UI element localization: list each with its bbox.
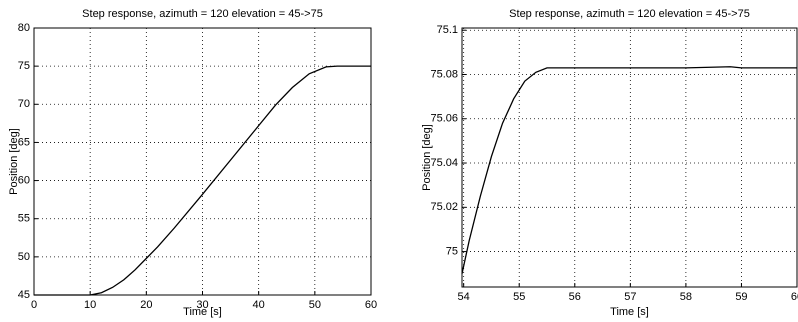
x-tick-label: 58 — [680, 291, 692, 303]
data-line — [461, 66, 797, 274]
x-tick-label: 10 — [84, 299, 96, 311]
y-tick-label: 80 — [18, 22, 30, 34]
chart-title: Step response, azimuth = 120 elevation =… — [82, 8, 323, 20]
y-axis-label: Position [deg] — [421, 124, 433, 191]
y-tick-label: 70 — [18, 98, 30, 110]
x-axis-label: Time [s] — [610, 306, 649, 318]
chart-title: Step response, azimuth = 120 elevation =… — [509, 8, 750, 20]
x-tick-label: 54 — [458, 291, 470, 303]
plot-frame — [461, 27, 798, 288]
y-tick-label: 45 — [18, 289, 30, 301]
y-tick-label: 60 — [18, 174, 30, 186]
y-tick-label: 65 — [18, 136, 30, 148]
x-tick-label: 55 — [513, 291, 525, 303]
y-tick-label: 50 — [18, 251, 30, 263]
y-tick-label: 75.08 — [430, 68, 458, 80]
y-axis-label: Position [deg] — [8, 128, 20, 195]
data-line — [34, 65, 371, 296]
x-tick-label: 50 — [309, 299, 321, 311]
x-tick-label: 60 — [791, 291, 798, 303]
y-tick-label: 75.06 — [430, 113, 458, 125]
x-tick-label: 59 — [735, 291, 747, 303]
x-axis-label: Time [s] — [183, 306, 222, 318]
x-tick-label: 57 — [624, 291, 636, 303]
y-tick-label: 75 — [18, 60, 30, 72]
plot-frame — [33, 27, 372, 296]
x-tick-label: 60 — [365, 299, 377, 311]
x-tick-label: 40 — [253, 299, 265, 311]
plot-area — [462, 28, 797, 287]
x-tick-label: 56 — [569, 291, 581, 303]
x-tick-label: 0 — [31, 299, 37, 311]
y-tick-label: 75.04 — [430, 157, 458, 169]
y-tick-label: 75 — [446, 245, 458, 257]
y-tick-label: 75.1 — [437, 24, 458, 36]
x-tick-label: 20 — [140, 299, 152, 311]
y-tick-label: 55 — [18, 213, 30, 225]
y-tick-label: 75.02 — [430, 201, 458, 213]
x-tick-label: 30 — [196, 299, 208, 311]
